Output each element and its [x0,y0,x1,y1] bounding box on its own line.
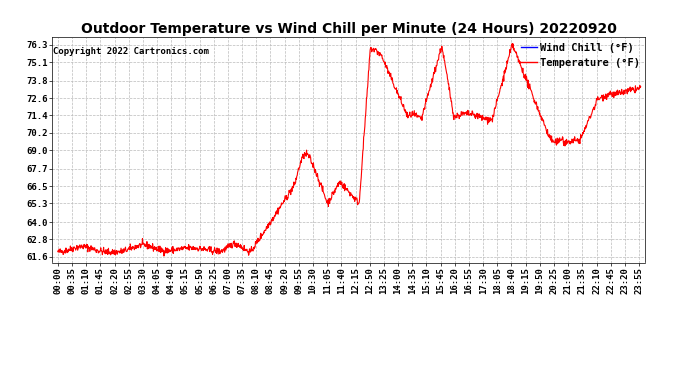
Title: Outdoor Temperature vs Wind Chill per Minute (24 Hours) 20220920: Outdoor Temperature vs Wind Chill per Mi… [81,22,616,36]
Legend: Wind Chill (°F), Temperature (°F): Wind Chill (°F), Temperature (°F) [521,43,640,68]
Text: Copyright 2022 Cartronics.com: Copyright 2022 Cartronics.com [53,46,209,56]
